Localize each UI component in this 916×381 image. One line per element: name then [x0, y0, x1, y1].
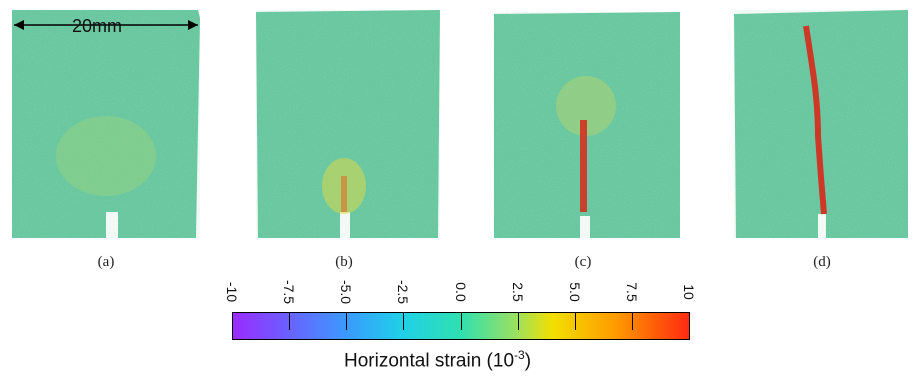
strain-field-image-a: [12, 10, 200, 238]
colorbar-tick: [346, 312, 347, 330]
colorbar-tick: [461, 312, 462, 330]
colorbar-tick-label: 2.5: [510, 282, 526, 302]
colorbar-tick: [575, 312, 576, 330]
panel-label-c: (c): [574, 254, 592, 270]
colorbar-tick: [689, 312, 690, 330]
colorbar-tick-label: -5.0: [338, 279, 354, 305]
strain-field-image-c: [494, 12, 680, 238]
colorbar-tick: [232, 312, 233, 330]
scale-bar: [14, 20, 198, 30]
colorbar: -10 -7.5 -5.0 -2.5 0.0 2.5 5.0 7.5 10: [224, 280, 697, 340]
colorbar-tick: [403, 312, 404, 330]
strain-map-a: 20mm: [10, 6, 206, 242]
strain-map-b: [252, 6, 448, 242]
colorbar-title-exponent: -3: [514, 348, 525, 362]
panel-label-d: (d): [813, 254, 831, 270]
colorbar-tick-label: -2.5: [395, 279, 411, 305]
colorbar-tick: [289, 312, 290, 330]
strain-field-image-d: [734, 10, 908, 238]
panel-label-b: (b): [335, 254, 353, 270]
scale-bar-label: 20mm: [72, 16, 123, 36]
strain-field-image-b: [256, 10, 440, 238]
colorbar-title-text: Horizontal strain (10: [344, 350, 515, 372]
strain-map-d: [732, 6, 916, 242]
colorbar-tick-label: -7.5: [281, 279, 297, 305]
colorbar-tick-label: 10: [681, 284, 697, 300]
colorbar-tick: [632, 312, 633, 330]
colorbar-title-end: ): [524, 350, 532, 372]
colorbar-tick: [518, 312, 519, 330]
colorbar-tick-label: 7.5: [624, 282, 640, 302]
colorbar-tick-label: -10: [224, 281, 240, 303]
panel-label-a: (a): [97, 254, 115, 270]
colorbar-tick-label: 5.0: [567, 282, 583, 302]
colorbar-tick-label: 0.0: [453, 282, 469, 302]
colorbar-title: Horizontal strain (10-3): [344, 348, 531, 372]
strain-map-c: [492, 6, 688, 242]
